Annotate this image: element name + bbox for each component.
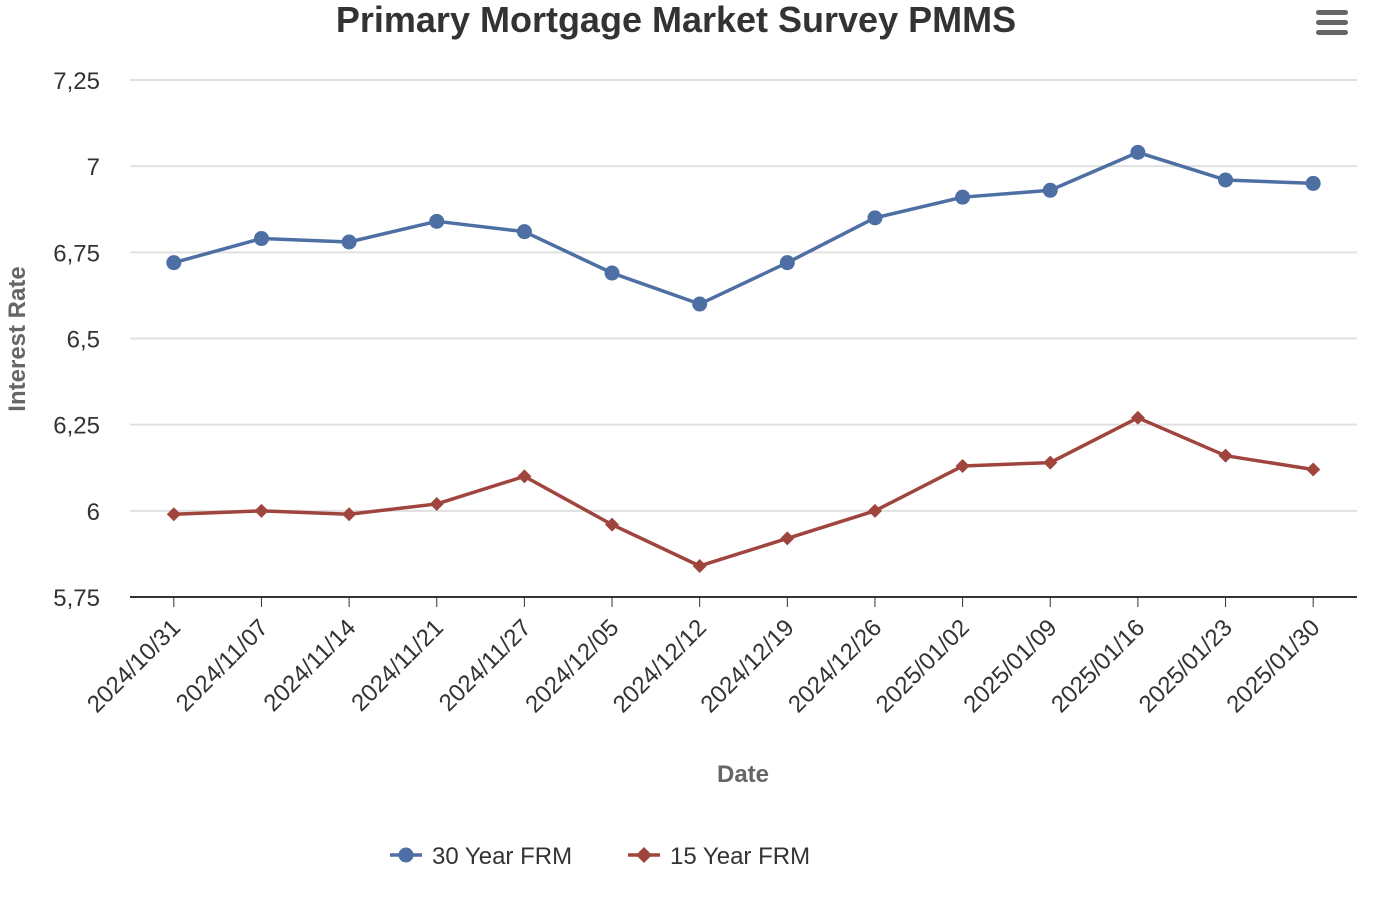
data-point (867, 503, 882, 518)
y-tick-label: 5,75 (53, 585, 100, 612)
x-tick-label: 2025/01/23 (1134, 614, 1238, 718)
legend-marker (398, 847, 414, 863)
data-point (1218, 172, 1234, 188)
hamburger-menu-icon (1316, 20, 1348, 25)
chart-title: Primary Mortgage Market Survey PMMS (335, 0, 1017, 40)
x-tick-label: 2024/11/14 (259, 614, 362, 717)
data-point (692, 558, 707, 573)
data-point (166, 255, 182, 271)
data-point (1043, 455, 1058, 470)
y-tick-label: 6,75 (53, 240, 100, 267)
y-tick-label: 7 (87, 154, 100, 181)
data-point (867, 210, 883, 226)
series-group (166, 144, 1321, 573)
x-tick-label: 2025/01/09 (958, 614, 1062, 718)
x-tick-label: 2025/01/16 (1046, 614, 1150, 718)
data-point (605, 517, 620, 532)
data-point (779, 255, 795, 271)
data-point (604, 265, 620, 281)
x-axis-title: Date (717, 761, 769, 788)
data-point (1218, 448, 1233, 463)
data-point (254, 503, 269, 518)
y-axis-title: Interest Rate (4, 266, 31, 411)
x-tick-label: 2024/12/05 (520, 614, 624, 718)
series-30-year-frm (166, 144, 1321, 312)
legend-item[interactable]: 30 Year FRM (390, 843, 572, 870)
series-15-year-frm (166, 410, 1321, 573)
series-line (173, 416, 1314, 568)
legend-label: 30 Year FRM (432, 843, 572, 870)
x-tick-label: 2024/11/27 (434, 614, 537, 717)
x-tick-label: 2024/11/21 (346, 614, 449, 717)
chart-menu-button[interactable] (1310, 6, 1354, 42)
hamburger-menu-icon (1316, 10, 1348, 15)
x-tick-label: 2024/12/26 (783, 614, 887, 718)
y-tick-label: 6,5 (67, 327, 100, 354)
data-point (1042, 182, 1058, 198)
data-point (166, 507, 181, 522)
hamburger-menu-icon (1316, 30, 1348, 35)
x-axis: 2024/10/312024/11/072024/11/142024/11/21… (82, 597, 1325, 718)
legend-marker (636, 847, 652, 863)
data-point (253, 231, 269, 247)
y-tick-label: 6 (87, 499, 100, 526)
data-point (517, 469, 532, 484)
x-tick-label: 2024/12/12 (608, 614, 712, 718)
x-tick-label: 2024/12/19 (696, 614, 800, 718)
data-point (692, 296, 708, 312)
legend: 30 Year FRM 15 Year FRM (390, 843, 810, 870)
data-point (1130, 410, 1145, 425)
grid (130, 79, 1357, 598)
data-point (341, 234, 357, 250)
data-point (780, 531, 795, 546)
x-tick-label: 2024/10/31 (82, 614, 186, 718)
x-tick-label: 2025/01/02 (871, 614, 975, 718)
data-point (429, 496, 444, 511)
legend-item[interactable]: 15 Year FRM (628, 843, 810, 870)
data-point (429, 213, 445, 229)
data-point (955, 189, 971, 205)
x-tick-label: 2025/01/30 (1221, 614, 1325, 718)
legend-label: 15 Year FRM (670, 843, 810, 870)
data-point (955, 459, 970, 474)
y-tick-label: 6,25 (53, 413, 100, 440)
data-point (342, 507, 357, 522)
y-tick-label: 7,25 (53, 68, 100, 95)
data-point (1305, 175, 1321, 191)
data-point (1130, 144, 1146, 160)
series-line (173, 150, 1314, 306)
data-point (1306, 462, 1321, 477)
x-tick-label: 2024/11/07 (171, 614, 274, 717)
data-point (516, 224, 532, 240)
y-axis: 5,75 6 6,25 6,5 6,75 7 7,25 (53, 68, 100, 612)
